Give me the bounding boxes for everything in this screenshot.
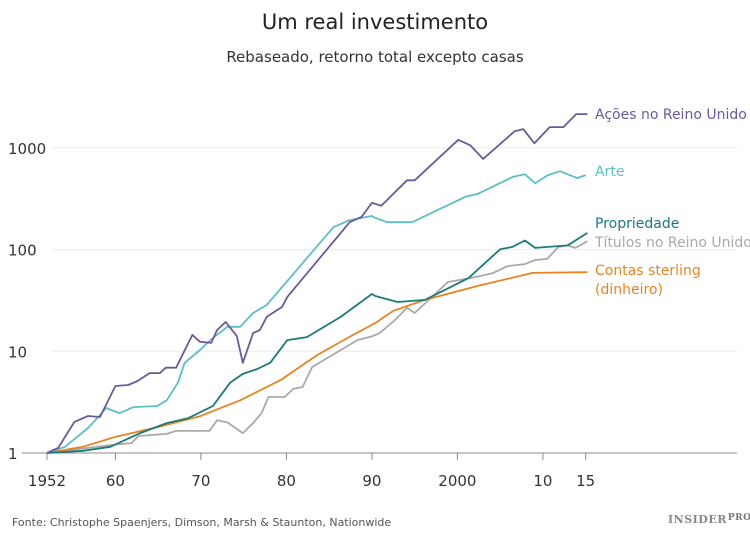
x-tick-label: 15	[576, 472, 595, 490]
series-line-1	[46, 170, 586, 454]
series-label: Arte	[595, 164, 624, 180]
x-tick-label: 2000	[438, 472, 476, 490]
series-label: Contas sterling	[595, 263, 701, 279]
logo-sup: PRO	[727, 513, 750, 523]
series-label: Ações no Reino Unido	[595, 107, 747, 123]
series-label: Títulos no Reino Unido	[594, 235, 750, 251]
series-label: (dinheiro)	[595, 282, 663, 298]
series-line-3	[46, 240, 588, 454]
source-note: Fonte: Christophe Spaenjers, Dimson, Mar…	[12, 516, 392, 529]
y-tick-label: 1	[8, 445, 18, 463]
x-tick-label: 90	[362, 472, 381, 490]
x-tick-label: 80	[277, 472, 296, 490]
series-line-0	[46, 113, 588, 454]
insider-pro-logo: INSIDERPRO	[668, 513, 750, 526]
chart-subtitle: Rebaseado, retorno total excepto casas	[226, 48, 524, 66]
series-label: Propriedade	[595, 216, 679, 232]
logo-text: INSIDER	[668, 513, 727, 526]
x-tick-label: 60	[106, 472, 125, 490]
series-line-2	[46, 232, 588, 454]
y-tick-label: 1000	[8, 140, 46, 158]
y-tick-label: 100	[8, 242, 37, 260]
x-tick-label: 10	[533, 472, 552, 490]
x-tick-label: 70	[191, 472, 210, 490]
chart-title: Um real investimento	[261, 10, 489, 34]
y-tick-label: 10	[8, 343, 27, 361]
x-tick-label: 1952	[28, 472, 66, 490]
series-line-4	[46, 271, 588, 454]
